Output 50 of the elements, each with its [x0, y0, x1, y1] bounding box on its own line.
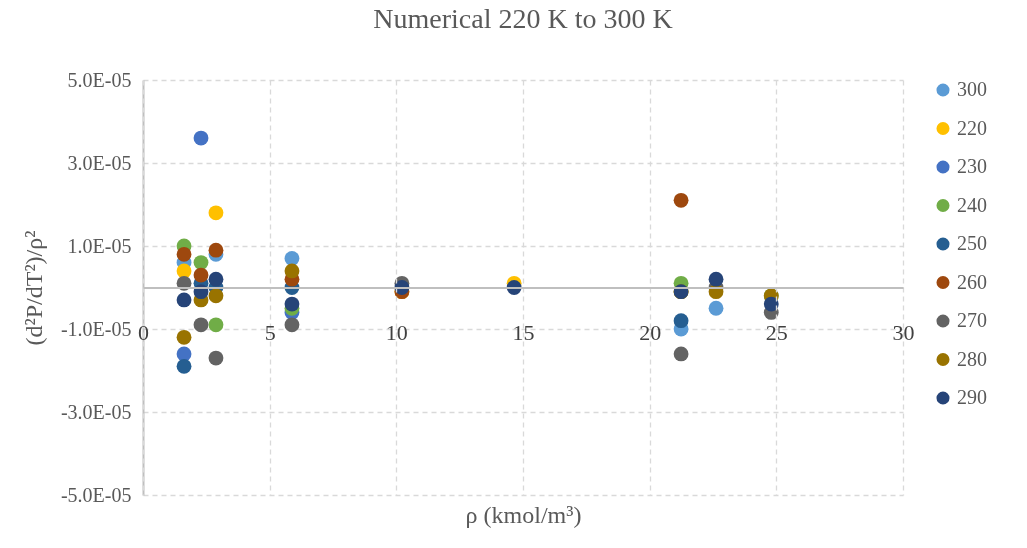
point: [284, 251, 300, 266]
legend-label: 270: [957, 309, 987, 331]
x-tick-label: 25: [765, 319, 788, 345]
chart-title: Numerical 220 K to 300 K: [373, 3, 673, 34]
x-tick-label: 0: [138, 319, 149, 345]
legend-label: 240: [957, 193, 987, 216]
point: [176, 346, 192, 362]
point: [208, 205, 224, 221]
legend-label: 220: [957, 116, 987, 139]
y-tick-label: 5.0E-05: [67, 68, 132, 91]
x-tick-label: 30: [892, 319, 915, 345]
y-tick-label: 3.0E-05: [67, 151, 132, 174]
point: [208, 242, 224, 258]
legend-label: 290: [957, 386, 987, 408]
x-tick-label: 15: [512, 319, 535, 345]
point: [673, 346, 689, 362]
legend-label: 280: [957, 347, 987, 370]
y-tick-label: -3.0E-05: [60, 400, 132, 423]
legend-label: 230: [957, 155, 987, 177]
point: [208, 350, 224, 366]
point: [176, 292, 192, 308]
point: [193, 255, 209, 270]
point: [176, 263, 192, 279]
point: [193, 130, 209, 146]
x-axis-title: ρ (kmol/m³): [465, 501, 582, 528]
point: [284, 296, 300, 312]
y-tick-label: 1.0E-05: [67, 234, 132, 257]
y-tick-label: -1.0E-05: [60, 317, 132, 340]
x-tick-label: 20: [639, 319, 662, 345]
point: [673, 313, 689, 329]
point: [208, 288, 224, 304]
x-tick-label: 10: [385, 319, 408, 345]
point: [176, 329, 192, 345]
point: [763, 296, 779, 312]
point: [193, 317, 209, 333]
y-tick-label: -5.0E-05: [60, 483, 132, 506]
point: [193, 267, 209, 283]
point: [284, 263, 300, 279]
point: [708, 300, 724, 316]
x-tick-label: 5: [264, 319, 276, 345]
legend-label: 250: [957, 232, 987, 254]
y-axis-title: (d²P/dT²)/ρ²: [20, 230, 47, 346]
point: [176, 246, 192, 262]
point: [284, 317, 300, 333]
point: [673, 192, 689, 208]
legend-label: 260: [957, 270, 987, 293]
point: [208, 271, 224, 287]
point: [208, 317, 224, 333]
legend-label: 300: [957, 78, 987, 100]
point: [176, 358, 192, 374]
